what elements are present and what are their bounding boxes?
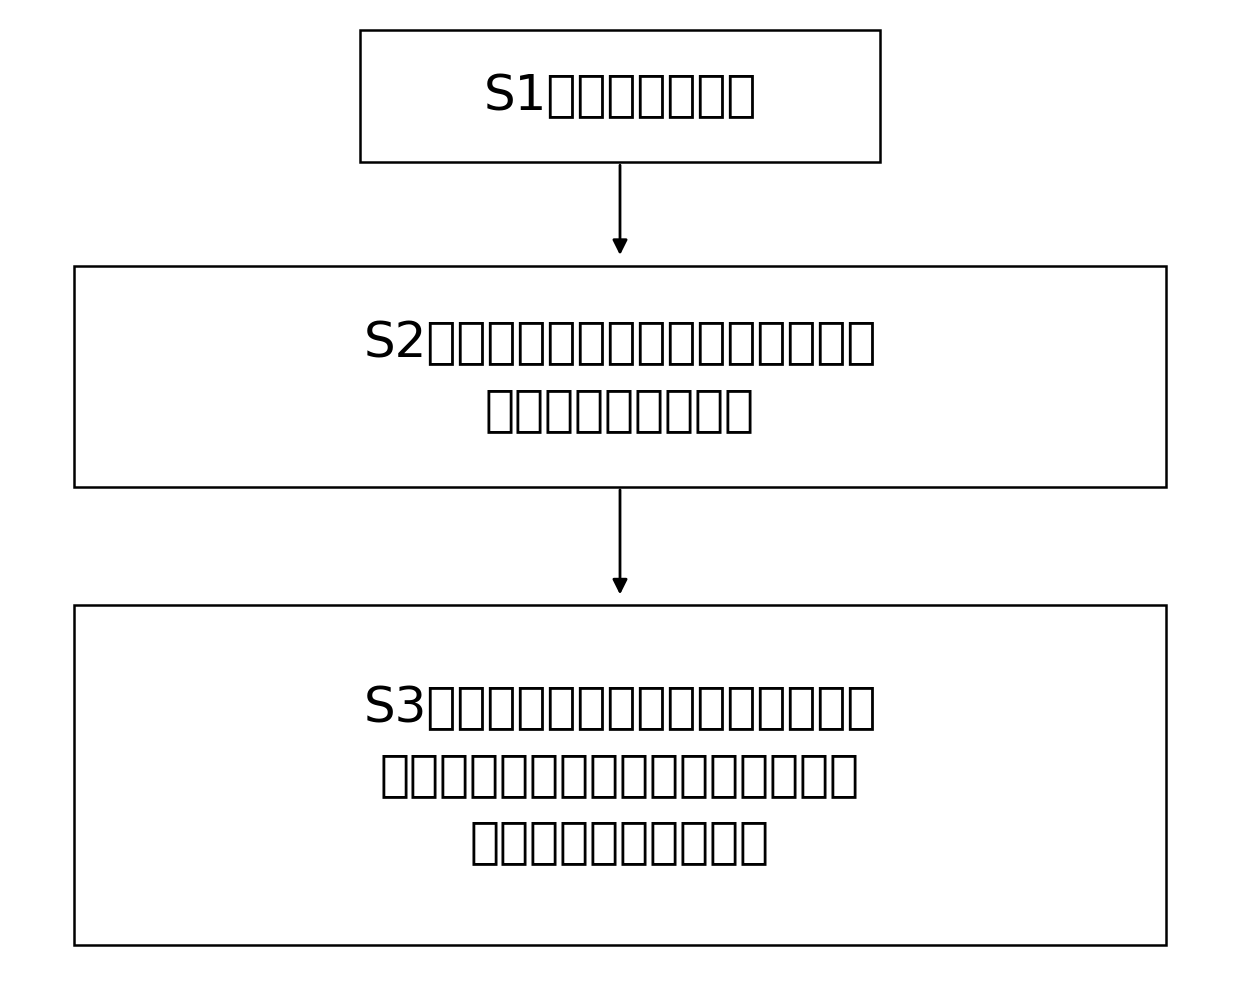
Text: S1、置备检测电极: S1、置备检测电极	[484, 72, 756, 120]
Bar	[74, 266, 1166, 487]
Text: S2、采用碳纳米管对所述检测电极中
的玻碳电极进行修饰: S2、采用碳纳米管对所述检测电极中 的玻碳电极进行修饰	[363, 319, 877, 434]
Bar	[74, 605, 1166, 945]
Bar	[360, 30, 880, 162]
Text: S3、采用已被所述碳纳米管进行修饰
的检测电极对蜂蜜进行检测，获取蜂
蜜中的丙酮醒含量数据: S3、采用已被所述碳纳米管进行修饰 的检测电极对蜂蜜进行检测，获取蜂 蜜中的丙酮…	[363, 684, 877, 866]
